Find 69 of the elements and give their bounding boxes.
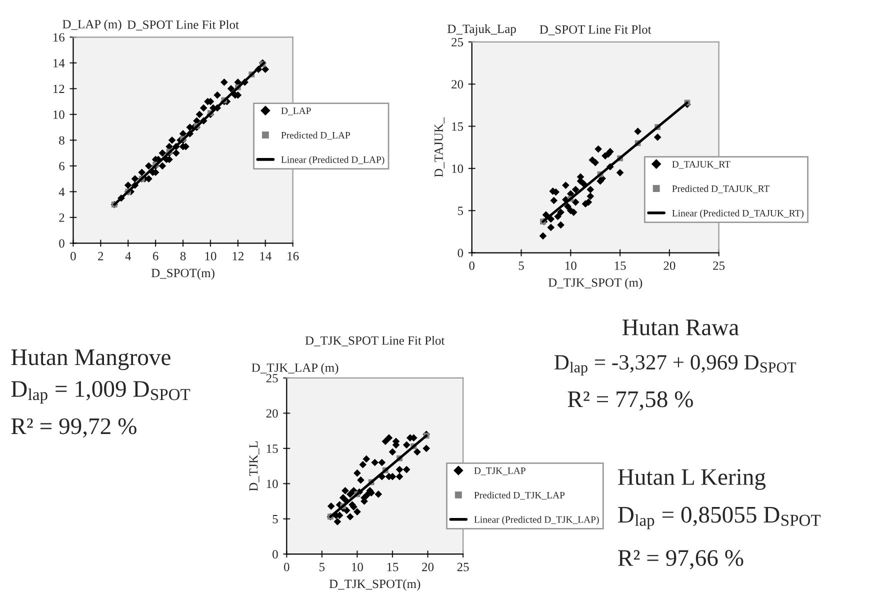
text: R² = 97,66 % (618, 550, 744, 570)
legend-label: Linear (Predicted D_TJK_LAP) (474, 516, 599, 525)
y-tick-label: 5 (272, 515, 278, 524)
x-tick-label: 2 (98, 252, 104, 260)
x-tick-label: 5 (320, 562, 325, 572)
legend-label: D_TAJUK_RT (672, 161, 730, 169)
x-tick-label: 20 (422, 562, 434, 572)
y-tick-label: 12 (53, 84, 64, 93)
y-tick-label: 25 (452, 38, 464, 46)
legend-label: Predicted D_LAP (281, 132, 350, 140)
x-tick-label: 8 (180, 252, 186, 260)
x-tick-label: 16 (288, 252, 299, 260)
y-tick-label: 20 (452, 80, 464, 89)
x-tick-label: 0 (469, 261, 475, 270)
x-tick-label: 5 (518, 262, 524, 270)
x-tick-label: 10 (205, 252, 216, 260)
y-axis-title: D_TAJUK_ (434, 117, 444, 178)
chart-title: D_TJK_SPOT Line Fit Plot (305, 336, 445, 346)
x-tick-label: 14 (260, 252, 272, 260)
text: D_TJK_LAP (m) (252, 363, 338, 374)
x-tick-label: 0 (284, 562, 290, 572)
y-tick-label: 4 (58, 188, 65, 196)
legend-label: D_TJK_LAP (474, 467, 526, 476)
text: D$_{lap}$ = 1,009 D$_{SPOT}$ (11, 381, 190, 404)
x-axis-title: D_TJK_SPOT (m) (548, 278, 642, 290)
y-tick-label: 14 (53, 58, 65, 68)
x-tick-label: 10 (566, 261, 576, 270)
text: D_Tajuk_Lap (448, 24, 516, 36)
text: Hutan Mangrove (11, 350, 170, 370)
x-axis-title: D_SPOT(m) (151, 268, 214, 280)
text: D_LAP (m) (62, 20, 122, 31)
y-tick-label: 2 (59, 213, 64, 222)
y-tick-label: 5 (458, 206, 464, 216)
legend-label: Predicted D_TJK_LAP (474, 492, 565, 500)
y-tick-label: 15 (452, 122, 464, 131)
x-tick-label: 15 (614, 262, 626, 270)
legend-label: D_LAP (281, 108, 311, 116)
y-tick-label: 6 (59, 162, 64, 170)
x-tick-label: 15 (387, 562, 398, 572)
y-tick-label: 20 (266, 409, 278, 418)
y-axis-title: D_TJK_L (249, 441, 260, 492)
x-tick-label: 6 (152, 252, 158, 260)
text: D$_{lap}$ = 0,85055 D$_{SPOT}$ (618, 506, 821, 530)
text: D$_{lap}$ = -3,327 + 0,969 D$_{SPOT}$ (554, 355, 796, 376)
text: Hutan Rawa (622, 320, 739, 336)
x-axis-title: D_TJK_SPOT(m) (329, 579, 420, 591)
y-tick-label: 8 (59, 136, 64, 145)
y-tick-label: 10 (266, 480, 278, 488)
text: Hutan L Kering (618, 469, 766, 490)
y-tick-label: 10 (53, 110, 64, 119)
x-tick-label: 20 (664, 261, 676, 270)
y-tick-label: 16 (53, 33, 64, 42)
x-tick-label: 10 (352, 562, 363, 572)
x-tick-label: 0 (70, 252, 76, 260)
legend-label: Predicted D_TAJUK_RT (672, 185, 770, 194)
text: R² = 99,72 % (11, 418, 136, 438)
legend-label: Linear (Predicted D_LAP) (281, 156, 384, 165)
y-tick-label: 10 (452, 164, 464, 173)
x-tick-label: 25 (713, 262, 725, 270)
chart-title: D_SPOT Line Fit Plot (127, 20, 239, 30)
x-tick-label: 12 (232, 252, 244, 260)
text: R² = 77,58 % (568, 391, 693, 411)
y-tick-label: 25 (266, 374, 278, 382)
y-tick-label: 0 (272, 550, 278, 559)
y-tick-label: 15 (266, 444, 278, 453)
y-tick-label: 0 (59, 239, 64, 248)
legend-label: Linear (Predicted D_TAJUK_RT) (672, 210, 804, 218)
chart-title: D_SPOT Line Fit Plot (540, 24, 652, 36)
x-tick-label: 4 (125, 252, 132, 260)
